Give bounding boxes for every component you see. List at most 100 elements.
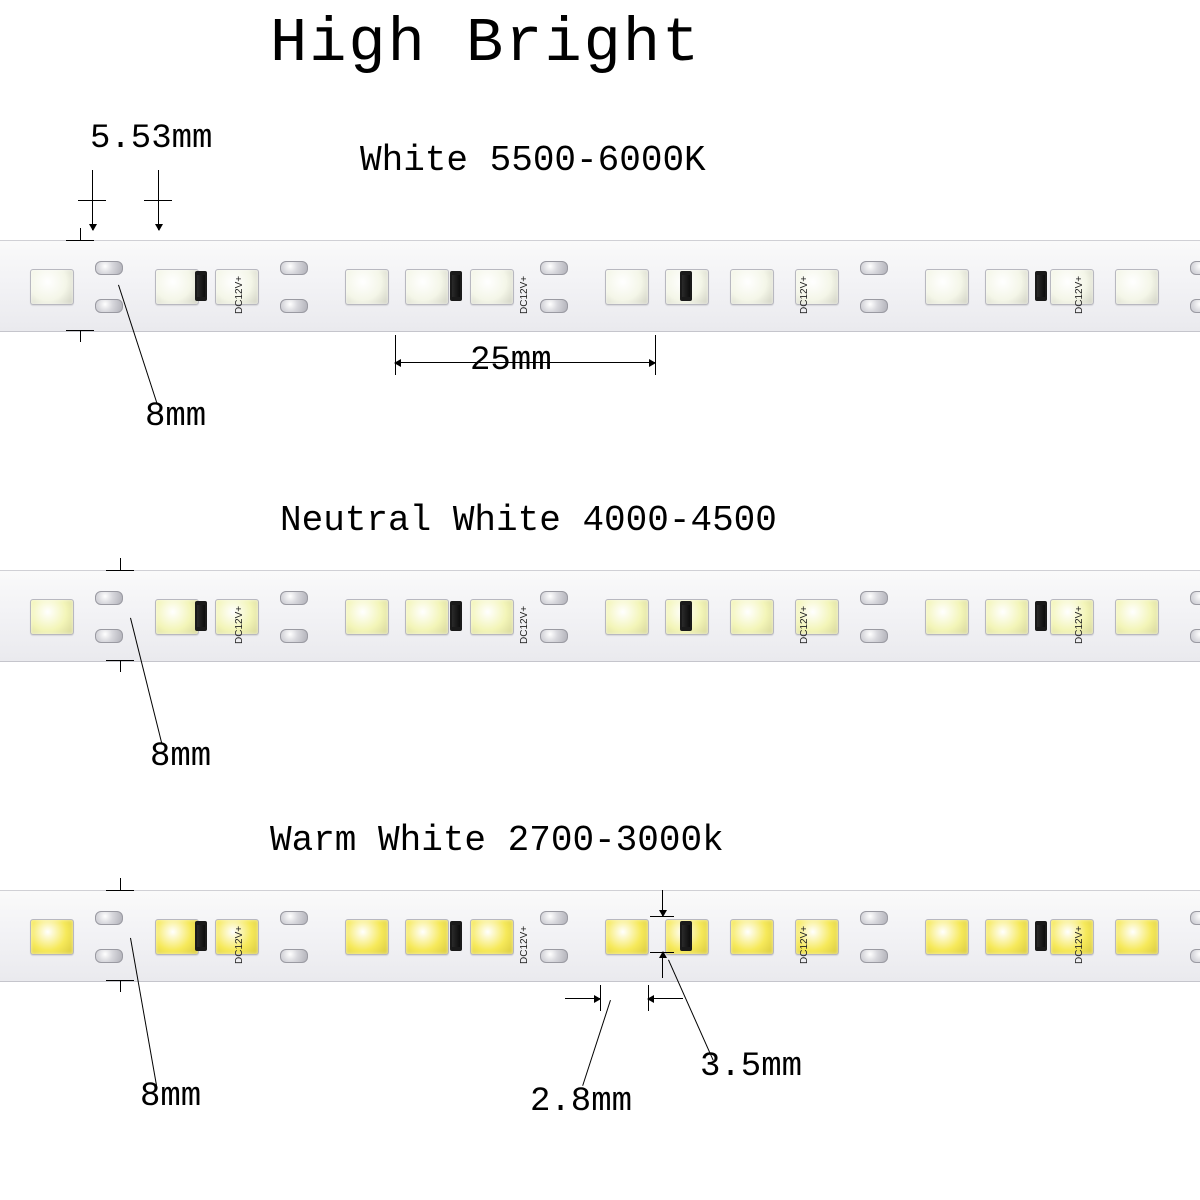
led-chip — [730, 919, 774, 955]
led-chip — [155, 919, 199, 955]
led-chip — [345, 269, 389, 305]
solder-pad — [1190, 949, 1200, 963]
solder-pad — [280, 629, 308, 643]
led-chip — [470, 269, 514, 305]
dim-extent — [120, 878, 121, 890]
led-chip — [985, 599, 1029, 635]
dim-arrow — [662, 952, 663, 978]
solder-pad — [540, 591, 568, 605]
led-chip — [30, 919, 74, 955]
solder-pad — [1190, 911, 1200, 925]
solder-pad — [280, 299, 308, 313]
led-chip — [1050, 269, 1094, 305]
smd-resistor — [450, 921, 462, 951]
dim-leader — [582, 1000, 611, 1086]
strip-warm: DC12V+ DC12V+ DC12V+ DC12V+ — [0, 890, 1200, 982]
solder-pad — [280, 591, 308, 605]
led-chip — [985, 919, 1029, 955]
led-chip — [605, 919, 649, 955]
dim-label-8mm-warm: 8mm — [140, 1078, 201, 1116]
solder-pad — [280, 911, 308, 925]
solder-pad — [95, 949, 123, 963]
dim-tick — [106, 890, 134, 891]
dim-arrow — [648, 998, 683, 999]
led-chip — [345, 919, 389, 955]
dim-label-3p5mm: 3.5mm — [700, 1048, 802, 1086]
led-chip — [605, 599, 649, 635]
led-chip — [925, 919, 969, 955]
led-chip — [30, 599, 74, 635]
solder-pad — [1190, 261, 1200, 275]
strip-inner: DC12V+DC12V+DC12V+DC12V+ — [0, 571, 1200, 661]
solder-pad — [1190, 629, 1200, 643]
page: High Bright White 5500-6000K Neutral Whi… — [0, 0, 1200, 1200]
strip-inner: DC12V+DC12V+DC12V+DC12V+ — [0, 241, 1200, 331]
subtitle-cool: White 5500-6000K — [360, 140, 706, 181]
solder-pad — [860, 629, 888, 643]
led-chip — [605, 269, 649, 305]
strip-neutral: DC12V+DC12V+DC12V+DC12V+ — [0, 570, 1200, 662]
subtitle-neutral: Neutral White 4000-4500 — [280, 500, 777, 541]
led-chip — [155, 599, 199, 635]
dim-tick — [106, 570, 134, 571]
dim-tick — [395, 335, 396, 375]
pcb-marking: DC12V+ — [520, 926, 530, 964]
solder-pad — [280, 261, 308, 275]
pcb-marking: DC12V+ — [1075, 606, 1085, 644]
solder-pad — [280, 949, 308, 963]
led-chip — [470, 919, 514, 955]
pcb-marking: DC12V+ — [1075, 276, 1085, 314]
dim-tick — [66, 240, 94, 241]
solder-pad — [540, 629, 568, 643]
pcb-marking: DC12V+ — [1075, 926, 1085, 964]
smd-resistor — [195, 601, 207, 631]
dim-label-8mm-neutral: 8mm — [150, 738, 211, 776]
solder-pad — [860, 299, 888, 313]
smd-resistor — [1035, 271, 1047, 301]
pcb-marking: DC12V+ — [800, 606, 810, 644]
dim-label-2p8mm: 2.8mm — [530, 1083, 632, 1121]
solder-pad — [540, 261, 568, 275]
smd-resistor — [680, 601, 692, 631]
smd-resistor — [195, 921, 207, 951]
solder-pad — [95, 261, 123, 275]
smd-resistor — [1035, 921, 1047, 951]
strip-cool: DC12V+DC12V+DC12V+DC12V+ — [0, 240, 1200, 332]
dim-arrow — [662, 890, 663, 916]
led-chip — [730, 269, 774, 305]
dim-tick — [655, 335, 656, 375]
led-chip — [925, 599, 969, 635]
pcb-marking: DC12V+ — [235, 276, 245, 314]
solder-pad — [1190, 299, 1200, 313]
dim-extent — [80, 330, 81, 342]
dim-extent — [80, 228, 81, 240]
led-chip — [1050, 919, 1094, 955]
led-chip — [1115, 599, 1159, 635]
solder-pad — [540, 299, 568, 313]
smd-resistor — [680, 271, 692, 301]
smd-resistor — [195, 271, 207, 301]
led-chip — [1115, 269, 1159, 305]
smd-resistor — [450, 271, 462, 301]
pcb-marking: DC12V+ — [235, 926, 245, 964]
led-chip — [730, 599, 774, 635]
solder-pad — [540, 911, 568, 925]
led-chip — [1115, 919, 1159, 955]
dim-extent — [120, 980, 121, 992]
page-title: High Bright — [270, 8, 701, 79]
dim-arrow — [565, 998, 600, 999]
pcb-marking: DC12V+ — [800, 276, 810, 314]
solder-pad — [860, 591, 888, 605]
solder-pad — [860, 911, 888, 925]
strip-inner: DC12V+ DC12V+ DC12V+ DC12V+ — [0, 891, 1200, 981]
smd-resistor — [1035, 601, 1047, 631]
solder-pad — [860, 261, 888, 275]
led-chip — [925, 269, 969, 305]
dim-extent — [120, 558, 121, 570]
dim-label-8mm-cool: 8mm — [145, 398, 206, 436]
pcb-marking: DC12V+ — [800, 926, 810, 964]
dim-label-25mm: 25mm — [470, 342, 552, 380]
led-chip — [30, 269, 74, 305]
led-chip — [405, 269, 449, 305]
dim-tick — [66, 330, 94, 331]
